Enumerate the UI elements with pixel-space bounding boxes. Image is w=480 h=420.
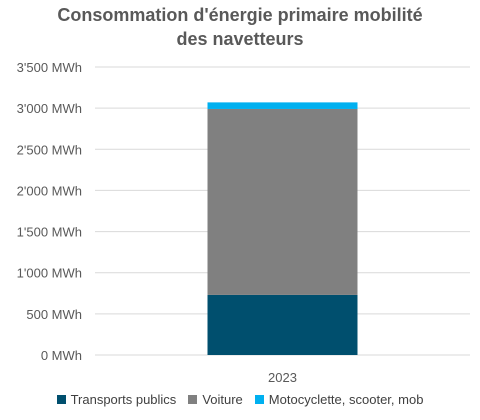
y-tick-label: 3'000 MWh bbox=[17, 101, 82, 116]
legend-item-voiture: Voiture bbox=[188, 392, 243, 407]
legend-swatch bbox=[188, 395, 198, 404]
y-tick-label: 2'000 MWh bbox=[17, 183, 82, 198]
bar-segment bbox=[207, 102, 358, 109]
y-tick-label: 3'500 MWh bbox=[17, 60, 82, 75]
chart-title-line-2: des navetteurs bbox=[176, 29, 304, 49]
legend: Transports publics Voiture Motocyclette,… bbox=[0, 392, 480, 407]
legend-item-motocyclette: Motocyclette, scooter, mob bbox=[254, 392, 424, 407]
bar-segment bbox=[207, 108, 358, 295]
chart-title-line-1: Consommation d'énergie primaire mobilité bbox=[57, 5, 423, 25]
y-tick-label: 0 MWh bbox=[41, 348, 82, 363]
legend-swatch bbox=[254, 395, 264, 404]
legend-label: Motocyclette, scooter, mob bbox=[268, 392, 424, 407]
legend-label: Transports publics bbox=[70, 392, 177, 407]
y-tick-label: 2'500 MWh bbox=[17, 142, 82, 157]
y-tick-label: 1'000 MWh bbox=[17, 266, 82, 281]
legend-item-transports-publics: Transports publics bbox=[56, 392, 177, 407]
y-tick-label: 1'500 MWh bbox=[17, 225, 82, 240]
legend-label: Voiture bbox=[202, 392, 243, 407]
y-tick-label: 500 MWh bbox=[26, 307, 82, 322]
bar-segment bbox=[207, 294, 358, 355]
legend-swatch bbox=[56, 395, 66, 404]
x-tick-label: 2023 bbox=[268, 370, 297, 385]
